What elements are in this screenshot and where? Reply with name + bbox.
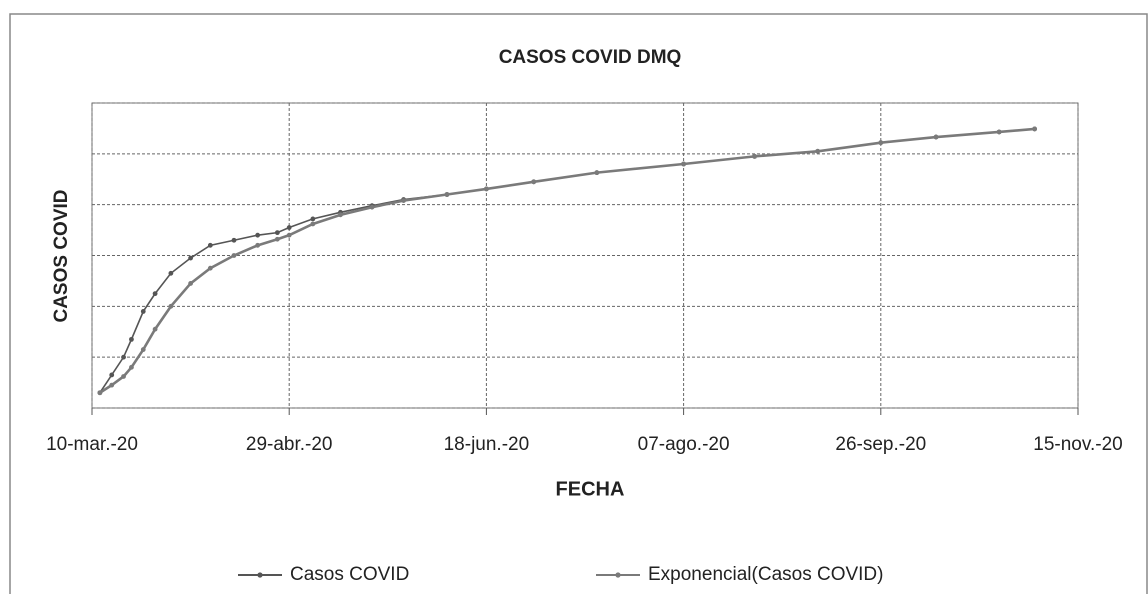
series-line [99,127,1035,394]
data-point [310,216,316,222]
data-point [484,186,489,192]
chart-frame [9,13,1148,599]
data-point [97,390,103,396]
x-tick-label: 26-sep.-20 [835,434,926,455]
series-line [99,128,1035,394]
data-point [188,281,194,286]
x-tick-label: 07-ago.-20 [638,434,730,455]
data-point [310,221,316,227]
data-point [681,161,686,167]
data-point [369,204,375,210]
y-axis-label: CASOS COVID [51,189,72,322]
chart-title: CASOS COVID DMQ [499,47,682,68]
legend-marker [257,572,263,578]
data-point [274,236,280,242]
data-point [109,372,115,378]
data-point [129,336,134,342]
x-tick-label: 18-jun.-20 [444,434,530,455]
data-point [255,232,261,238]
data-point [286,225,292,230]
data-point [109,382,115,388]
data-point [152,326,158,332]
x-tick-label: 10-mar.-20 [46,434,138,455]
data-point [207,242,213,248]
data-point [815,148,821,154]
data-point [286,232,292,238]
data-point [121,354,126,360]
data-point [231,237,237,243]
data-point [140,309,146,314]
data-point [140,347,146,352]
data-point [274,230,280,236]
data-point [594,170,600,176]
data-point [168,270,174,276]
data-point [207,265,213,271]
data-point [255,242,261,248]
legend-label: Exponencial(Casos COVID) [648,564,883,585]
data-point [1032,126,1038,132]
legend-label: Casos COVID [290,564,409,585]
data-point [444,192,450,197]
x-tick-label: 15-nov.-20 [1033,434,1122,455]
x-tick-label: 29-abr.-20 [246,434,333,455]
data-point [338,212,343,218]
data-point [188,255,194,261]
data-point [401,198,406,204]
legend-marker [615,572,621,578]
x-axis-label: FECHA [556,478,625,500]
data-point [231,253,237,258]
data-point [152,291,158,297]
data-point [933,134,939,140]
data-point [878,140,884,146]
data-point [121,374,126,379]
data-point [996,129,1002,135]
data-point [129,364,134,370]
data-point [168,303,174,309]
data-point [752,153,757,159]
data-point [531,179,537,185]
